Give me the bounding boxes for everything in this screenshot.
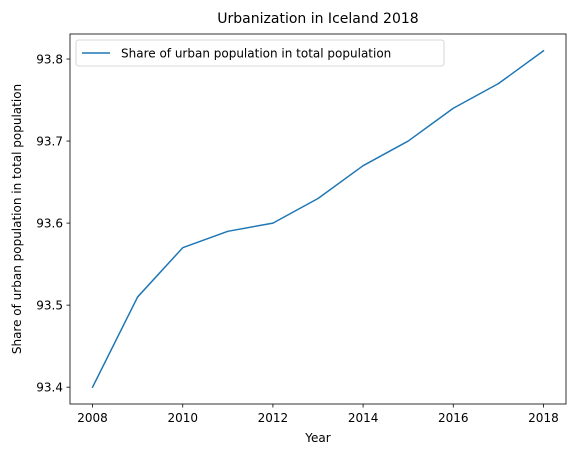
plot-area: 2008 2010 2012 2014 2016 2018 93.4 93.5 93.6 93.7… (36, 33, 567, 425)
legend: Share of urban population in total popul… (75, 39, 445, 67)
y-tick-label: 93.5 (36, 299, 63, 313)
x-tick-label: 2010 (167, 411, 198, 425)
x-tick-label: 2016 (438, 411, 469, 425)
y-axis-label: Share of urban population in total popul… (10, 84, 24, 354)
y-tick-label: 93.8 (36, 53, 63, 67)
y-tick-label: 93.4 (36, 381, 63, 395)
legend-box (75, 39, 445, 67)
legend-label: Share of urban population in total popul… (121, 47, 391, 61)
x-tick-label: 2008 (77, 411, 108, 425)
x-tick-label: 2018 (528, 411, 559, 425)
series-line-0 (91, 49, 545, 389)
axes-frame (69, 33, 567, 405)
y-tick-label: 93.6 (36, 217, 63, 231)
x-axis-label: Year (304, 431, 330, 445)
y-tick-label: 93.7 (36, 135, 63, 149)
x-tick-label: 2014 (348, 411, 379, 425)
chart-title: Urbanization in Iceland 2018 (217, 11, 418, 27)
x-tick-label: 2012 (258, 411, 289, 425)
